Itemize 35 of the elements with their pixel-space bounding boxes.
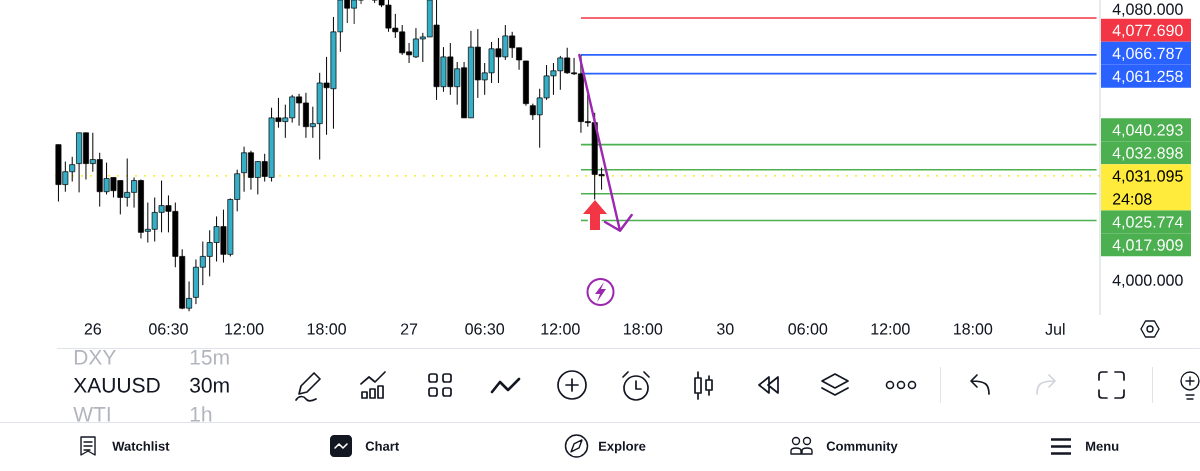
y-tick-label: 4,000.000 xyxy=(1112,274,1183,288)
text: WTI xyxy=(73,407,110,422)
data-label: 4,040.293 xyxy=(1112,124,1183,138)
text: DXY xyxy=(74,350,116,365)
y-tick-label: 4,080.000 xyxy=(1112,3,1183,17)
x-tick-label: 27 xyxy=(400,323,418,335)
text: Community xyxy=(826,441,898,454)
text: XAUUSD xyxy=(73,377,160,393)
data-label: 4,066.787 xyxy=(1112,47,1183,61)
x-tick-label: 18:00 xyxy=(954,323,993,335)
x-tick-label: 12:00 xyxy=(871,323,910,335)
x-tick-label: 26 xyxy=(84,323,102,335)
x-tick-label: 18:00 xyxy=(624,323,663,335)
data-label: 4,077.690 xyxy=(1112,24,1183,38)
text: Explore xyxy=(599,441,646,454)
text: 24:08 xyxy=(1113,193,1152,205)
text: Watchlist xyxy=(112,441,170,451)
x-tick-label: 12:00 xyxy=(225,323,264,335)
data-label: 4,025.774 xyxy=(1112,216,1183,230)
text: 30m xyxy=(190,377,229,393)
x-tick-label: Jul xyxy=(1045,323,1065,335)
ref-line-label: 4,031.095 xyxy=(1112,170,1183,184)
data-label: 4,061.258 xyxy=(1112,70,1183,84)
data-label: 4,032.898 xyxy=(1112,147,1183,161)
x-tick-label: 06:00 xyxy=(788,323,828,335)
x-tick-label: 30 xyxy=(717,323,734,335)
text: 1h xyxy=(190,406,212,422)
data-label: 4,017.909 xyxy=(1112,239,1183,253)
x-tick-label: 06:30 xyxy=(149,323,188,335)
text: 15m xyxy=(190,350,229,365)
x-tick-label: 12:00 xyxy=(541,323,580,335)
text: Chart xyxy=(365,441,399,451)
x-tick-label: 06:30 xyxy=(465,323,505,335)
text: Menu xyxy=(1086,441,1119,451)
x-tick-label: 18:00 xyxy=(307,323,346,335)
